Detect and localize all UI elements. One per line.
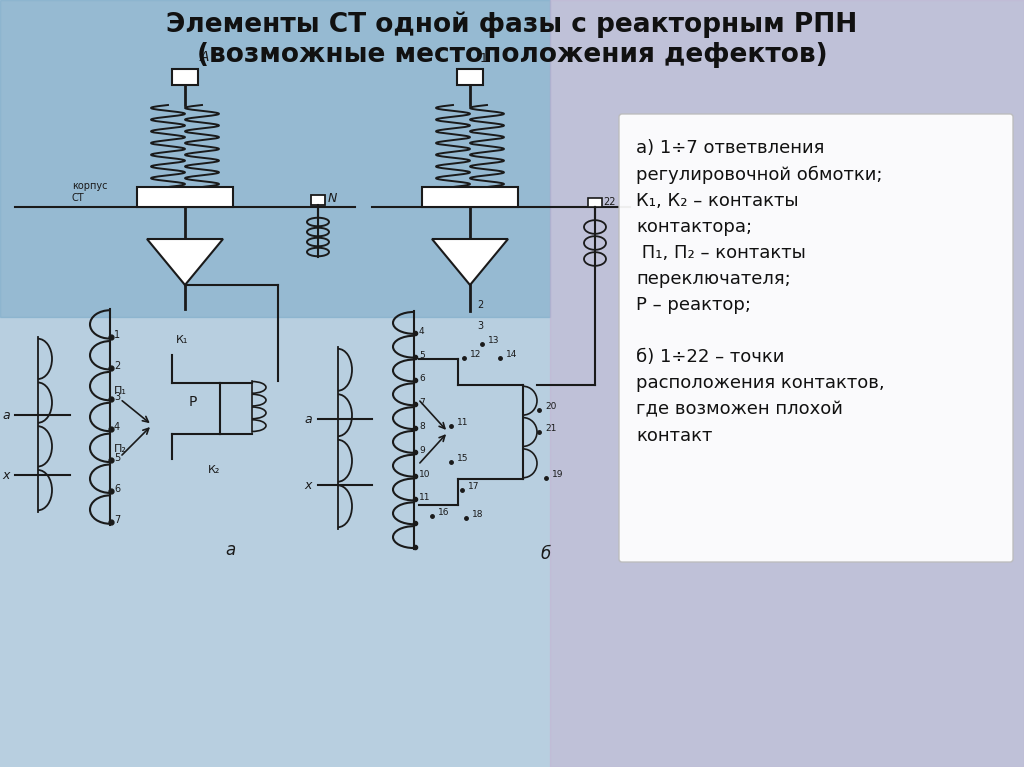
- Text: П₁: П₁: [114, 386, 127, 396]
- Text: 19: 19: [552, 470, 563, 479]
- Text: а: а: [225, 541, 236, 559]
- Polygon shape: [432, 239, 508, 285]
- FancyBboxPatch shape: [618, 114, 1013, 562]
- Text: х: х: [2, 469, 9, 482]
- Text: Элементы СТ одной фазы с реакторным РПН: Элементы СТ одной фазы с реакторным РПН: [166, 12, 858, 38]
- Text: 9: 9: [419, 446, 425, 455]
- Text: 6: 6: [114, 484, 120, 494]
- Text: 22: 22: [603, 197, 615, 207]
- Text: 12: 12: [470, 350, 481, 359]
- Text: 20: 20: [545, 402, 556, 411]
- Text: П₂: П₂: [114, 444, 127, 454]
- Text: 2: 2: [114, 360, 120, 370]
- Text: б: б: [540, 545, 550, 563]
- Text: корпус
СТ: корпус СТ: [72, 182, 108, 203]
- Text: К₁: К₁: [176, 335, 188, 345]
- Text: А: А: [200, 50, 210, 64]
- Polygon shape: [550, 0, 1024, 767]
- Text: 1: 1: [480, 52, 487, 65]
- Text: 5: 5: [419, 351, 425, 360]
- Text: 16: 16: [438, 508, 450, 517]
- Text: 5: 5: [114, 453, 120, 463]
- Text: 11: 11: [419, 493, 430, 502]
- Text: (возможные местоположения дефектов): (возможные местоположения дефектов): [197, 42, 827, 68]
- Text: 10: 10: [419, 469, 430, 479]
- Text: 4: 4: [419, 327, 425, 336]
- Text: 18: 18: [472, 510, 483, 519]
- Bar: [137, 187, 233, 207]
- Text: 6: 6: [419, 374, 425, 384]
- Text: 13: 13: [488, 336, 500, 345]
- Text: 3: 3: [114, 392, 120, 402]
- Text: х: х: [304, 479, 311, 492]
- Text: 14: 14: [506, 350, 517, 359]
- Text: К₂: К₂: [208, 465, 220, 475]
- Text: 3: 3: [477, 321, 483, 331]
- Text: 8: 8: [419, 422, 425, 431]
- Text: 7: 7: [419, 398, 425, 407]
- Bar: [311, 195, 325, 205]
- Text: 11: 11: [457, 418, 469, 427]
- Text: Р: Р: [189, 396, 198, 410]
- Text: 15: 15: [457, 454, 469, 463]
- Bar: [172, 69, 198, 85]
- Text: а: а: [2, 409, 9, 422]
- Polygon shape: [147, 239, 223, 285]
- Text: 2: 2: [477, 300, 483, 310]
- Polygon shape: [0, 0, 550, 317]
- Text: 17: 17: [468, 482, 479, 491]
- Text: 4: 4: [114, 423, 120, 433]
- Text: 21: 21: [545, 424, 556, 433]
- Text: а) 1÷7 ответвления
регулировочной обмотки;
К₁, К₂ – контакты
контактора;
 П₁, П₂: а) 1÷7 ответвления регулировочной обмотк…: [636, 139, 885, 445]
- Bar: [588, 198, 602, 207]
- Text: а: а: [304, 413, 311, 426]
- Bar: [457, 69, 483, 85]
- Bar: [422, 187, 518, 207]
- Text: 1: 1: [114, 330, 120, 340]
- Text: N: N: [328, 192, 337, 205]
- Text: 7: 7: [114, 515, 120, 525]
